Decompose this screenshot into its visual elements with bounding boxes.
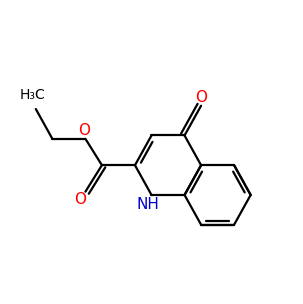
Text: O: O <box>78 123 90 138</box>
Text: O: O <box>75 192 86 207</box>
Text: H₃C: H₃C <box>20 88 45 102</box>
Text: NH: NH <box>137 197 160 212</box>
Text: O: O <box>195 90 207 105</box>
